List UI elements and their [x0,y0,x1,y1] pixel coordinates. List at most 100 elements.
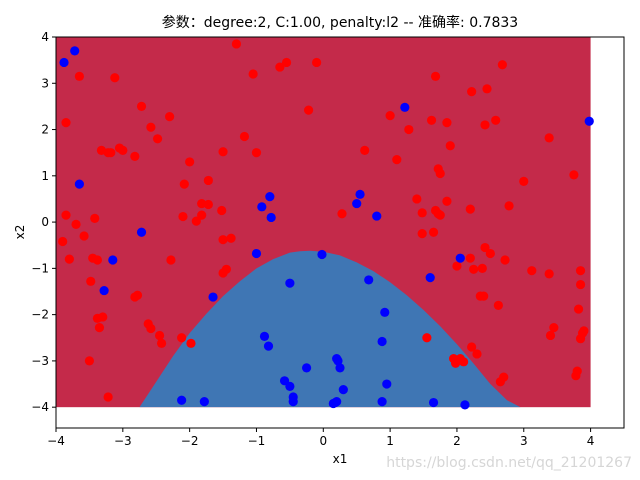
y-tick-label: −1 [31,261,49,275]
scatter-markers [58,39,594,410]
scatter-point-series-0 [136,101,147,112]
scatter-point-series-0 [469,264,479,274]
scatter-point-series-0 [392,155,402,165]
scatter-point-series-0 [569,170,579,180]
scatter-point-series-0 [575,334,586,344]
scatter-point-series-0 [426,115,437,125]
scatter-point-series-1 [285,278,295,288]
scatter-point-series-0 [519,176,529,186]
scatter-point-series-0 [61,210,71,220]
x-tick-label: −2 [181,434,199,448]
scatter-point-series-0 [495,377,505,387]
scatter-point-series-1 [355,189,365,199]
scatter-point-series-0 [146,323,156,334]
y-axis-label: x2 [13,225,27,240]
scatter-point-series-0 [185,157,195,167]
scatter-point-series-1 [99,285,109,296]
scatter-point-series-1 [338,384,348,395]
scatter-point-series-0 [132,290,143,300]
scatter-point-series-0 [90,213,100,223]
scatter-point-series-0 [110,73,120,83]
x-tick-label: −3 [114,434,132,448]
scatter-point-series-0 [178,211,188,222]
scatter-point-series-0 [226,233,236,243]
scatter-point-series-1 [288,397,298,407]
scatter-point-series-0 [435,210,445,220]
scatter-point-series-0 [472,349,482,359]
scatter-point-series-1 [332,353,342,364]
scatter-point-series-0 [480,242,490,253]
scatter-point-series-0 [203,199,213,210]
scatter-point-series-0 [114,143,125,153]
scatter-point-series-0 [485,248,495,259]
plot-area [55,36,625,429]
x-tick-label: 1 [386,434,394,448]
scatter-point-series-0 [480,120,490,130]
negative-class-region [139,250,521,408]
scatter-point-series-0 [445,141,455,151]
scatter-point-series-1 [136,227,147,237]
scatter-point-series-1 [108,255,118,265]
x-tick-label: 4 [587,434,595,448]
scatter-point-series-0 [412,194,422,204]
x-tick-label: −1 [248,434,266,448]
scatter-point-series-1 [265,192,275,202]
scatter-point-series-0 [152,134,163,144]
scatter-point-series-0 [417,208,427,218]
scatter-point-series-0 [156,338,167,348]
scatter-point-series-0 [360,145,370,155]
scatter-point-series-0 [482,84,492,94]
scatter-point-series-1 [74,179,84,189]
scatter-point-series-0 [385,111,395,121]
scatter-point-series-0 [475,291,485,301]
axes-frame [55,36,625,429]
scatter-point-series-0 [575,266,586,276]
scatter-point-series-0 [442,196,452,206]
scatter-point-series-0 [98,312,108,322]
x-tick-label: −4 [47,434,65,448]
scatter-point-series-0 [79,231,89,241]
x-axis-label: x1 [333,452,348,466]
scatter-point-series-0 [573,304,584,314]
scatter-point-series-0 [106,148,116,158]
scatter-point-series-1 [455,253,465,263]
scatter-point-series-0 [544,269,554,279]
scatter-point-series-0 [166,255,176,265]
scatter-point-series-0 [491,115,501,125]
scatter-point-series-0 [571,371,581,381]
y-tick-label: −3 [31,354,49,368]
scatter-point-series-1 [317,249,327,260]
scatter-point-series-1 [257,202,267,212]
scatter-point-series-1 [259,331,270,341]
scatter-point-series-0 [84,356,95,366]
scatter-point-series-0 [467,342,477,352]
scatter-point-series-0 [504,201,514,211]
scatter-point-series-1 [335,363,345,373]
scatter-point-series-1 [382,379,392,389]
scatter-point-series-0 [451,358,461,368]
scatter-point-series-1 [460,400,470,410]
scatter-point-series-0 [154,330,165,341]
scatter-point-series-0 [218,235,228,245]
scatter-point-series-0 [239,131,250,142]
scatter-point-series-1 [59,57,69,68]
scatter-point-series-0 [130,151,140,161]
scatter-point-series-1 [377,336,387,347]
scatter-point-series-0 [58,236,68,247]
scatter-point-series-0 [251,148,262,158]
scatter-point-series-0 [61,118,71,128]
scatter-point-series-0 [248,69,258,79]
y-tick-label: 0 [41,215,49,229]
scatter-point-series-0 [337,209,347,219]
scatter-point-series-0 [103,392,113,402]
scatter-point-series-0 [197,210,207,220]
scatter-point-series-0 [275,62,285,72]
scatter-point-series-0 [92,255,103,265]
scatter-point-series-0 [477,263,487,273]
scatter-point-series-1 [332,397,342,407]
scatter-point-series-0 [467,87,477,97]
scatter-point-series-0 [497,60,507,70]
scatter-point-series-0 [452,261,462,271]
x-tick-label: 3 [520,434,528,448]
scatter-point-series-0 [430,71,441,81]
